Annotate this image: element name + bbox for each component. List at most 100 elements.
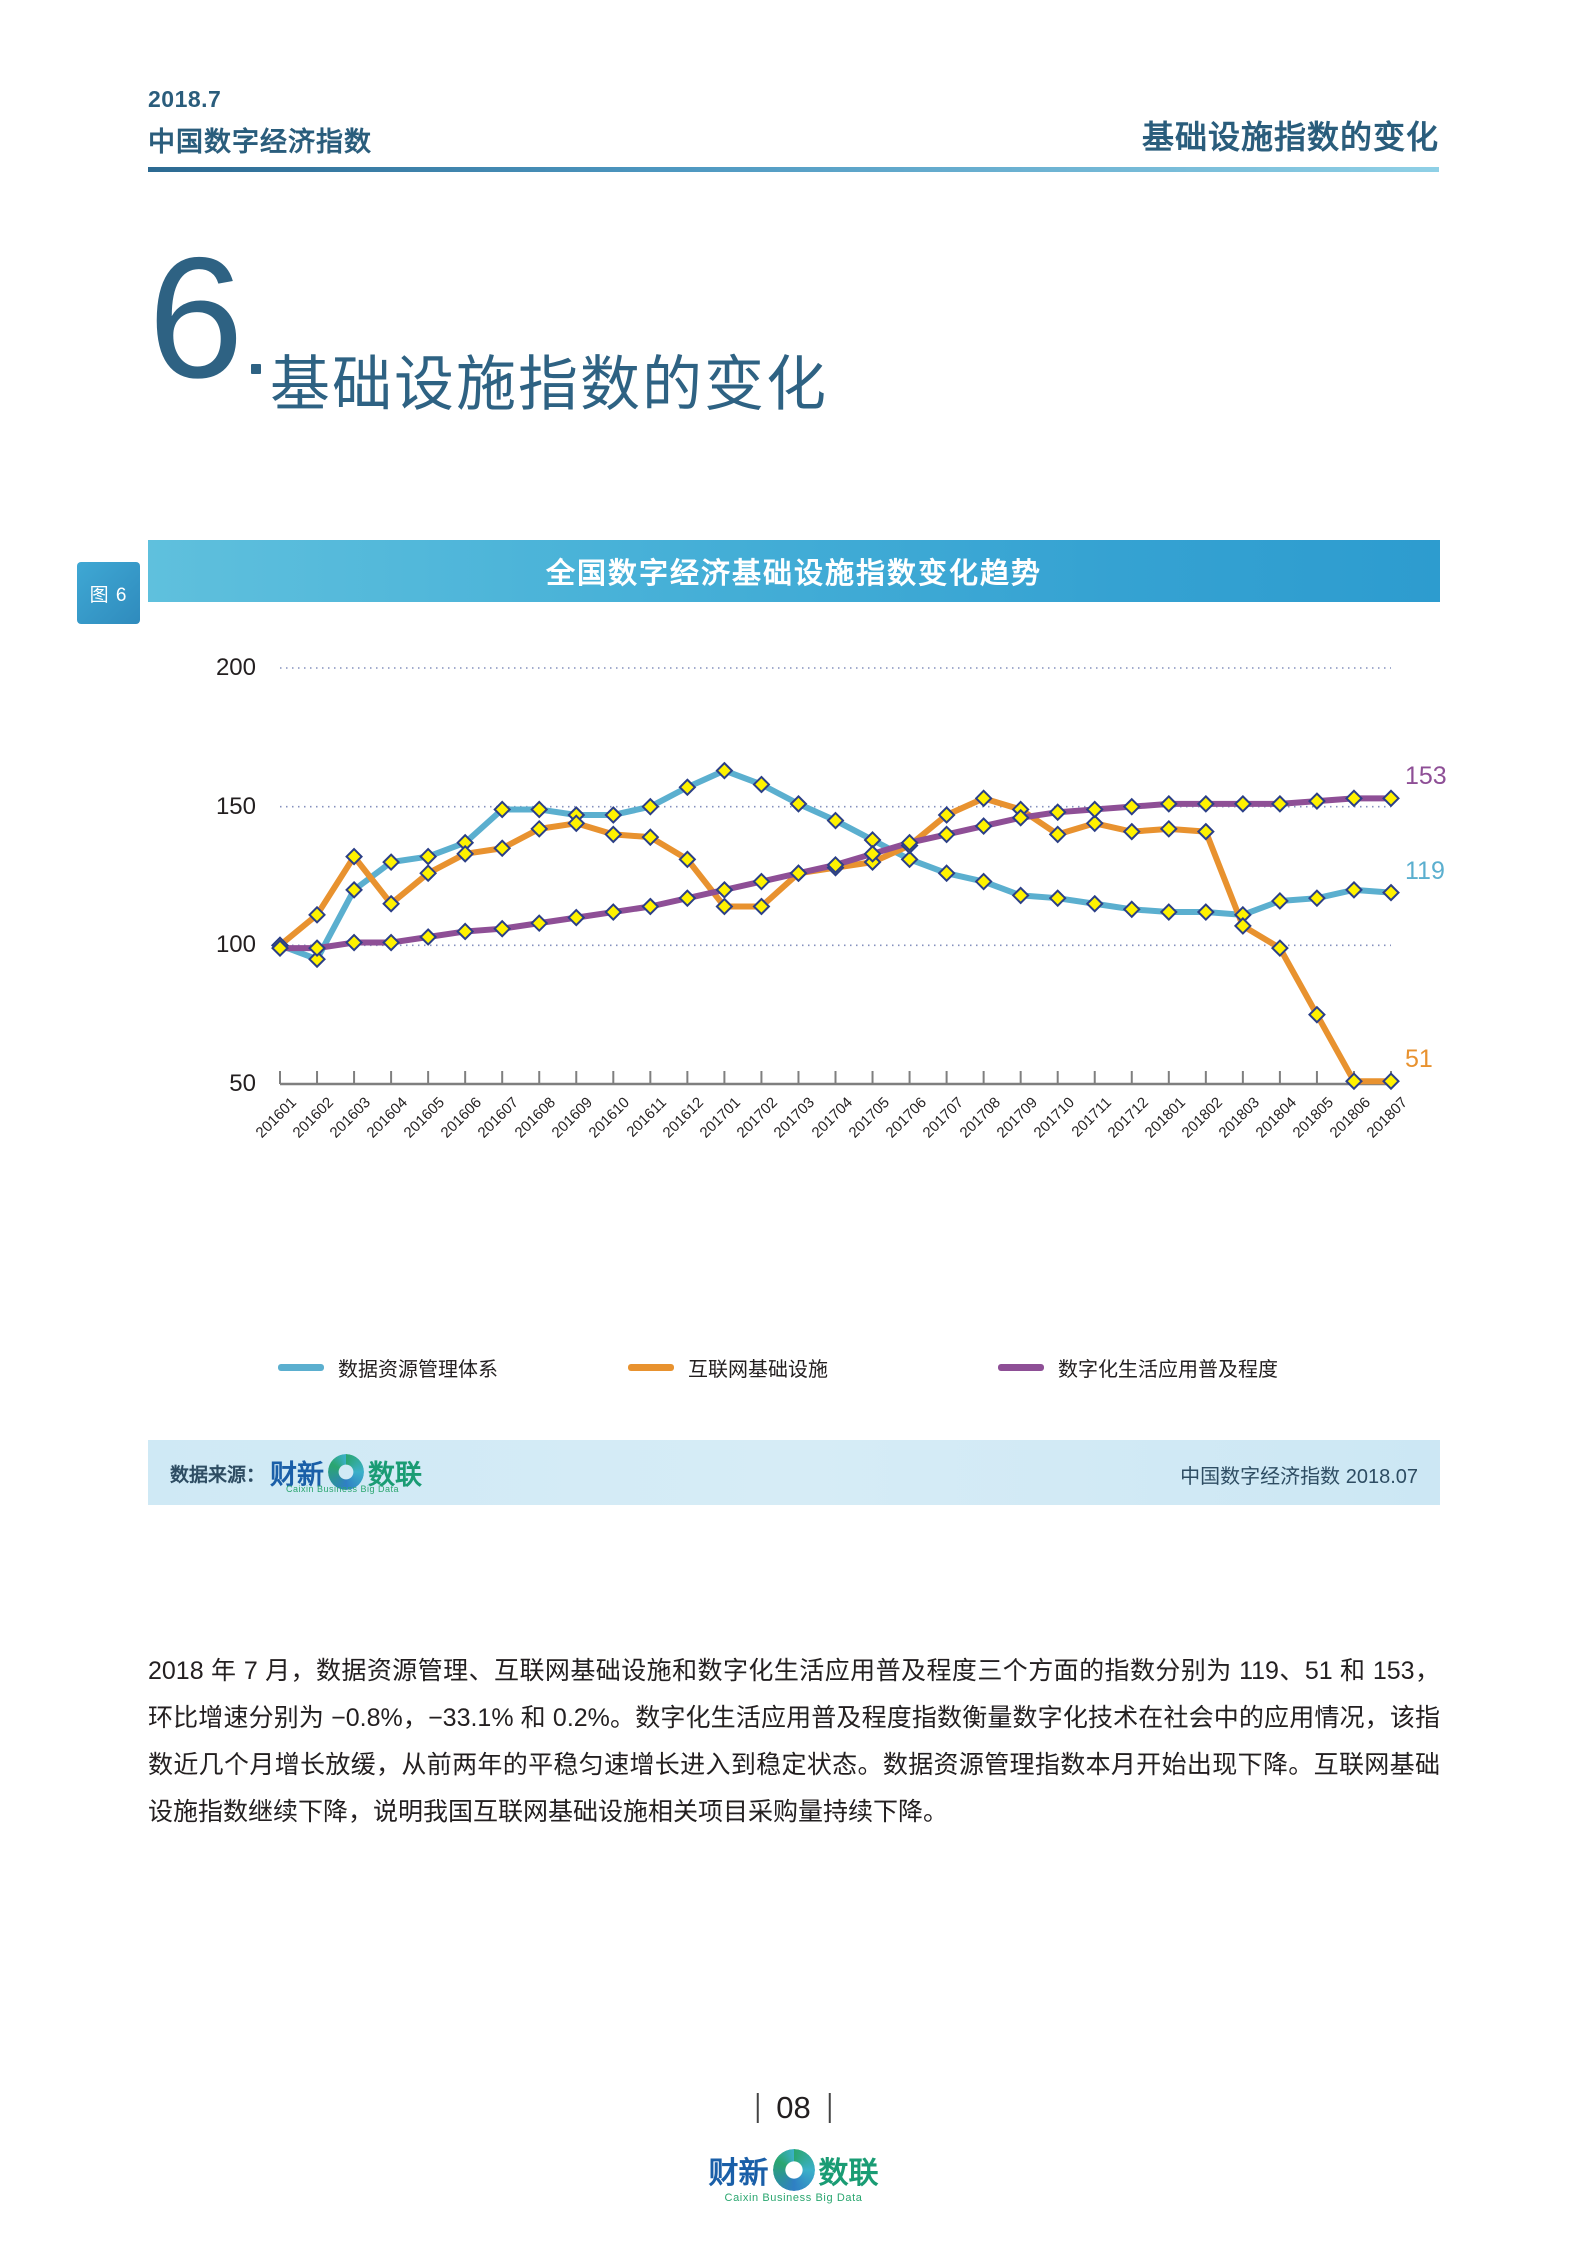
legend-item-0[interactable]: 数据资源管理体系 [278,1353,498,1382]
data-point-marker [789,864,808,883]
data-point-marker [1011,886,1030,905]
section-title-text: 基础设施指数的变化 [270,351,828,418]
data-point-marker [1159,794,1178,813]
source-logo-right-text: 数联 [368,1459,422,1490]
data-point-marker [1308,889,1326,908]
data-point-marker [752,775,771,794]
series-end-value-label: 119 [1405,856,1445,885]
page-number-right-bar [828,2093,831,2123]
data-point-marker [530,914,549,933]
data-point-marker [1085,894,1104,913]
data-point-marker [308,950,326,969]
data-point-marker [382,933,401,952]
data-point-marker [382,894,401,913]
data-point-marker [641,797,660,816]
data-point-marker [271,939,289,958]
series-line-1 [277,795,1394,1085]
data-point-marker [456,844,475,863]
section-number-dot [251,364,261,374]
chart-legend: 数据资源管理体系 互联网基础设施 数字化生活应用普及程度 [208,1347,1408,1387]
source-logo: 财新 数联 [270,1448,422,1496]
source-label: 数据来源： [170,1465,266,1486]
data-point-marker [826,855,845,874]
data-point-marker [1270,892,1289,910]
data-point-marker [567,908,586,927]
source-logo-left-text: 财新 [270,1459,324,1490]
y-axis-tick-label: 200 [215,654,256,681]
data-point-marker [937,806,956,824]
data-point-marker [715,761,734,780]
data-point-marker [604,806,623,824]
data-point-marker [1159,903,1178,921]
data-point-marker [1382,1072,1400,1091]
data-point-marker [826,811,845,830]
data-point-marker [604,825,623,844]
series-end-value-label: 51 [1405,1045,1433,1074]
page-header: 2018.7 中国数字经济指数 基础设施指数的变化 [0,0,1587,180]
header-date: 2018.7 [148,86,222,112]
y-axis-tick-label: 50 [229,1070,256,1097]
data-point-marker [1048,803,1067,822]
data-point-marker [863,844,882,863]
data-point-marker [345,847,363,866]
data-point-marker [900,850,919,869]
data-point-marker [1122,797,1141,816]
legend-item-1[interactable]: 互联网基础设施 [628,1353,828,1382]
header-section-title: 基础设施指数的变化 [1141,119,1439,155]
footer-logo-swirl-icon [772,2149,815,2191]
figure-title-bar: 全国数字经济基础设施指数变化趋势 [148,540,1440,602]
source-logo-tagline: Caixin Business Big Data [286,1484,400,1494]
figure-card: 图 6 全国数字经济基础设施指数变化趋势 50 100 150 200 201601 2… [77,540,1447,1505]
data-point-marker [1345,789,1363,808]
page-number-left-bar [756,2093,759,2123]
data-point-marker [678,850,697,869]
data-point-marker [456,922,475,941]
series-end-value-label: 153 [1405,762,1447,791]
data-point-marker [641,828,660,847]
body-paragraph: 2018 年 7 月，数据资源管理、互联网基础设施和数字化生活应用普及程度三个方… [148,1657,1440,1826]
page-footer: 08 财新 数联 Caixin Business Big Data [0,2090,1587,2240]
page-number: 08 [776,2090,811,2125]
data-point-marker [1196,794,1215,813]
data-point-marker [1048,889,1067,908]
line-chart: 50 100 150 200 201601 201602 201603 201604 2016… [148,602,1447,1440]
legend-color-swatch [998,1363,1044,1371]
data-point-marker [530,800,549,819]
legend-color-swatch [278,1363,324,1371]
data-point-marker [419,847,438,866]
data-point-marker [1270,939,1289,958]
data-point-marker [678,889,697,908]
data-point-marker [493,839,512,858]
data-point-marker [345,933,363,952]
data-point-marker [678,778,697,797]
figure-plot-area: 50 100 150 200 201601 201602 201603 201604 2016… [148,602,1447,1440]
data-point-marker [493,800,512,819]
header-divider-rule [148,167,1439,172]
legend-label: 互联网基础设施 [688,1358,828,1381]
data-point-marker [308,939,326,958]
data-point-marker [345,880,363,899]
data-point-marker [1345,880,1363,899]
data-point-marker [604,903,623,921]
data-point-marker [1122,900,1141,919]
figure-source-footer: 数据来源： 财新 数联 Caixin Business Big Data 中国数… [148,1440,1440,1505]
chart-svg [271,667,1400,1091]
data-point-marker [493,919,512,938]
data-point-marker [1233,794,1252,813]
data-point-marker [567,814,586,833]
data-point-marker [715,880,734,899]
data-point-marker [308,905,326,924]
data-point-marker [974,872,993,891]
data-point-marker [752,897,771,916]
source-logo-swirl-icon [328,1454,364,1490]
legend-item-2[interactable]: 数字化生活应用普及程度 [998,1353,1278,1382]
legend-label: 数字化生活应用普及程度 [1058,1358,1278,1381]
data-point-marker [1085,814,1104,833]
data-point-marker [1196,822,1215,841]
data-point-marker [937,864,956,883]
footer-logo: 财新 数联 [709,2148,879,2192]
data-point-marker [974,817,993,835]
footer-logo-left-text: 财新 [708,2157,769,2190]
data-point-marker [1382,883,1400,902]
footer-logo-right-text: 数联 [818,2157,879,2190]
